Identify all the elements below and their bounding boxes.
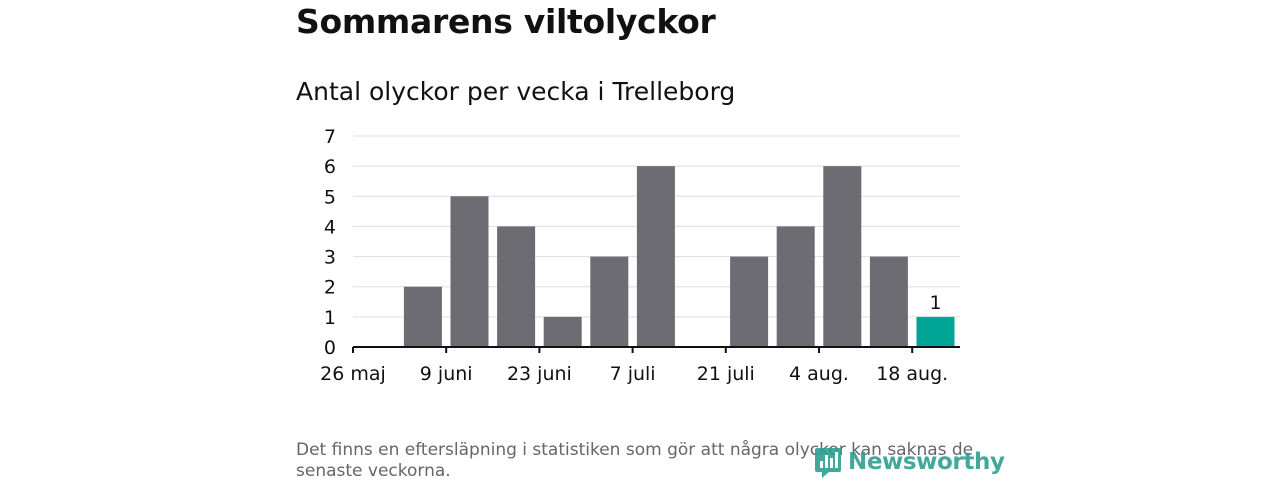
y-tick-label: 3 <box>324 247 336 269</box>
x-tick-label: 9 juni <box>420 363 473 385</box>
bar <box>450 196 489 347</box>
footnote: Det finns en eftersläpning i statistiken… <box>296 440 974 481</box>
bars: 1 <box>403 166 955 347</box>
bar <box>776 226 815 347</box>
newsworthy-logo-icon <box>815 448 841 478</box>
bar <box>636 166 675 347</box>
y-tick-label: 5 <box>324 186 336 208</box>
chart-container: Sommarens viltolyckor Antal olyckor per … <box>296 0 1005 481</box>
bar-highlight <box>916 316 955 347</box>
bar <box>823 166 862 347</box>
x-tick-label: 7 juli <box>610 363 656 385</box>
x-tick-label: 23 juni <box>507 363 572 385</box>
x-tick-label: 18 aug. <box>876 363 948 385</box>
y-tick-label: 0 <box>324 337 336 359</box>
y-tick-label: 7 <box>324 126 336 148</box>
page-title: Sommarens viltolyckor <box>296 2 716 41</box>
bar <box>730 256 769 347</box>
y-axis: 0 1 2 3 4 5 6 7 <box>324 126 336 359</box>
x-tick-label: 26 maj <box>320 363 386 385</box>
bar <box>497 226 536 347</box>
logo-text: Newsworthy <box>848 449 1005 475</box>
y-tick-label: 1 <box>324 307 336 329</box>
bar <box>869 256 908 347</box>
bar <box>543 316 582 347</box>
bar-data-label: 1 <box>929 292 941 314</box>
x-tick-label: 4 aug. <box>789 363 849 385</box>
y-tick-label: 6 <box>324 156 336 178</box>
x-axis: 26 maj 9 juni 23 juni 7 juli 21 juli 4 aug. 18… <box>320 346 960 385</box>
x-tick-label: 21 juli <box>697 363 755 385</box>
bar <box>590 256 629 347</box>
bar <box>403 286 442 347</box>
bar-chart: 0 1 2 3 4 5 6 7 1 26 maj 9 juni 23 juni 7 juli 21 j… <box>320 126 960 385</box>
newsworthy-logo: Newsworthy <box>814 446 1005 478</box>
chart-subtitle: Antal olyckor per vecka i Trelleborg <box>296 77 736 106</box>
y-tick-label: 4 <box>324 216 336 238</box>
y-tick-label: 2 <box>324 277 336 299</box>
